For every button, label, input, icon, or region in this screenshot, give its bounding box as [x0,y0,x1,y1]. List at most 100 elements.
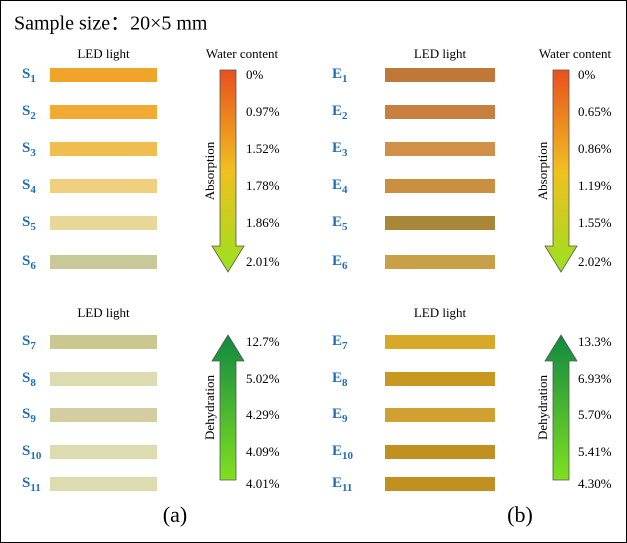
sample-strip [385,68,495,82]
sample-letter: S [22,443,30,459]
panel-label: (b) [507,502,533,527]
sample-letter: E [332,103,342,119]
sample-letter: E [332,177,342,193]
sample-label: S10 [22,443,42,461]
sample-letter: E [332,443,342,459]
panel-label: (a) [163,502,187,527]
sample-subscript: 5 [30,221,36,233]
water-content: 5.02% [246,371,280,386]
water-content: 6.93% [578,371,612,386]
water-content: 0.65% [578,104,612,119]
water-content: 0% [246,67,264,82]
sample-label: E4 [332,177,348,195]
sample-label: E2 [332,103,348,121]
sample-label: S5 [22,214,36,232]
arrow-label: Dehydration [535,375,550,440]
sample-label: S1 [22,66,36,84]
sample-strip [50,372,157,386]
sample-strip [385,179,495,193]
sample-subscript: 11 [342,482,352,494]
sample-strip [385,142,495,156]
sample-label: E1 [332,66,348,84]
water-content: 13.3% [578,334,612,349]
water-content: 4.29% [246,407,280,422]
water-content: 1.19% [578,178,612,193]
sample-strip [385,408,495,422]
sample-label: E10 [332,443,354,461]
water-content: 4.09% [246,444,280,459]
sample-letter: S [22,140,30,156]
water-content: 1.78% [246,178,280,193]
sample-label: S3 [22,140,36,158]
sample-subscript: 5 [342,221,348,233]
figure: Sample size：20×5 mm (a) LED light Water co… [0,0,627,543]
sample-letter: E [332,333,342,349]
sample-letter: S [22,177,30,193]
arrow-label: Absorption [535,141,550,200]
sample-subscript: 2 [30,110,36,122]
water-content: 2.01% [246,254,280,269]
sample-letter: E [332,370,342,386]
sample-letter: E [332,406,342,422]
sample-label: E11 [332,475,352,493]
sample-subscript: 9 [342,413,348,425]
sample-subscript: 7 [30,340,36,352]
sample-letter: S [22,214,30,230]
sample-subscript: 1 [30,73,36,85]
sample-strip [50,408,157,422]
sample-label: S6 [22,253,36,271]
sample-strip [385,477,495,491]
water-content: 2.02% [578,254,612,269]
sample-subscript: 1 [342,73,348,85]
title: Sample size：20×5 mm [14,13,208,35]
sample-letter: E [332,140,342,156]
sample-subscript: 10 [30,450,42,462]
sample-letter: E [332,475,342,491]
sample-letter: E [332,253,342,269]
sample-subscript: 9 [30,413,36,425]
sample-label: E5 [332,214,348,232]
sample-strip [50,142,157,156]
sample-subscript: 3 [342,147,348,159]
sample-subscript: 8 [30,377,36,389]
water-content: 1.55% [578,215,612,230]
sample-letter: S [22,406,30,422]
sample-subscript: 8 [342,377,348,389]
heading: LED light [414,46,467,61]
sample-label: E7 [332,333,348,351]
sample-strip [50,477,157,491]
arrow-label: Dehydration [202,375,217,440]
sample-subscript: 11 [30,482,40,494]
sample-strip [50,335,157,349]
sample-subscript: 10 [342,450,354,462]
sample-subscript: 6 [30,260,36,272]
sample-letter: S [22,370,30,386]
sample-strip [50,255,157,269]
sample-strip [385,255,495,269]
sample-subscript: 2 [342,110,348,122]
sample-label: S11 [22,475,41,493]
sample-strip [50,216,157,230]
sample-subscript: 3 [30,147,36,159]
sample-label: E8 [332,370,348,388]
column-title: Water content [206,46,279,61]
sample-label: S8 [22,370,36,388]
water-content: 1.52% [246,141,280,156]
sample-letter: S [22,253,30,269]
water-content: 5.70% [578,407,612,422]
heading: LED light [77,46,130,61]
sample-label: E9 [332,406,348,424]
sample-label: S9 [22,406,36,424]
water-content: 5.41% [578,444,612,459]
sample-strip [50,445,157,459]
arrow-label: Absorption [202,141,217,200]
water-content: 12.7% [246,334,280,349]
sample-letter: S [22,103,30,119]
sample-subscript: 4 [342,184,348,196]
sample-letter: S [22,333,30,349]
sample-label: S2 [22,103,36,121]
sample-strip [385,105,495,119]
water-content: 0% [578,67,596,82]
sample-label: S7 [22,333,36,351]
sample-letter: E [332,66,342,82]
